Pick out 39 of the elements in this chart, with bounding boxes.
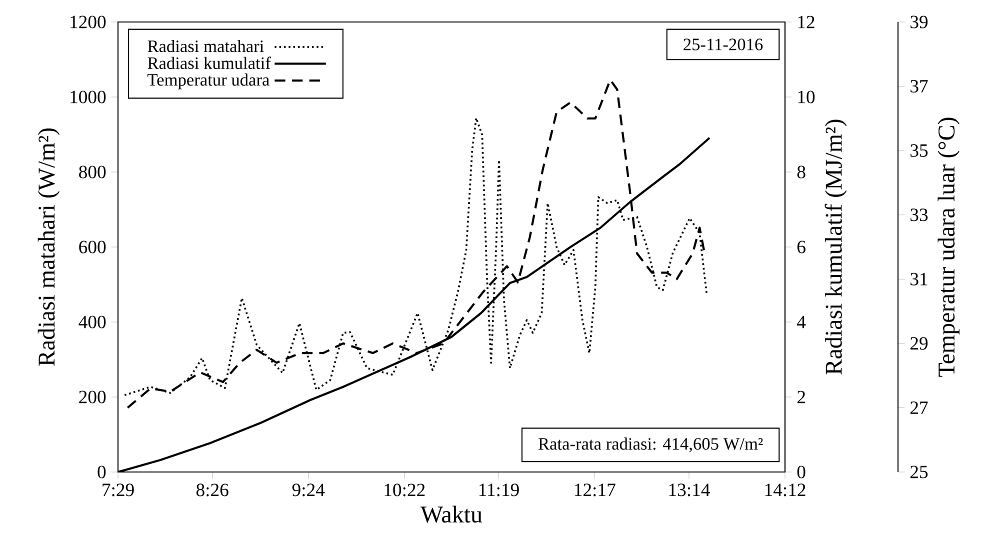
y3-tick-label: 39 [910, 16, 928, 28]
y-tick-label: 1200 [70, 16, 106, 28]
y2-axis-title: Radiasi kumulatif (MJ/m²) [824, 120, 847, 375]
y2-tick-label: 8 [797, 166, 806, 178]
y-axis-title: Radiasi matahari (W/m²) [38, 128, 60, 366]
x-tick-label: 11:19 [479, 484, 519, 496]
y3-tick-label: 25 [910, 466, 928, 478]
y-tick-label: 0 [98, 466, 106, 478]
y-tick-label: 400 [78, 316, 106, 328]
y3-tick-label: 37 [910, 80, 928, 93]
annotation: 25-11-2016 [684, 38, 763, 50]
x-tick-label: 9:24 [292, 484, 325, 496]
y-tick-label: 600 [79, 240, 106, 254]
x-tick-label: 12:17 [575, 484, 616, 496]
x-tick-label: 7:29 [102, 484, 134, 496]
y2-tick-label: 2 [797, 390, 805, 404]
x-axis-title: Waktu [420, 506, 482, 523]
y-tick-label: 800 [79, 166, 106, 178]
y3-tick-label: 27 [910, 402, 928, 414]
y3-tick-label: 31 [910, 272, 928, 286]
y3-tick-label: 29 [910, 337, 928, 350]
y-tick-label: 1000 [70, 90, 106, 104]
legend-label: Radiasi matahari [148, 40, 264, 52]
y2-tick-label: 10 [798, 90, 815, 104]
x-tick-label: 10:22 [384, 484, 425, 496]
x-tick-label: 14:12 [765, 484, 806, 496]
legend-label: Temperatur udara [148, 74, 270, 90]
y2-tick-label: 12 [798, 16, 814, 28]
y3-tick-label: 35 [910, 144, 928, 157]
annotation: Rata-rata radiasi: 414,605 W/m² [538, 438, 763, 452]
legend-label: Radiasi kumulatif [148, 56, 271, 70]
y2-tick-label: 0 [797, 466, 806, 478]
x-tick-label: 13:14 [669, 484, 710, 496]
y3-axis-title: Temperatur udara luar (°C) [938, 118, 960, 377]
y2-tick-label: 4 [797, 316, 806, 328]
y-tick-label: 200 [79, 390, 106, 404]
x-tick-label: 8:26 [196, 484, 228, 496]
y3-tick-label: 33 [910, 208, 928, 222]
y2-tick-label: 6 [797, 240, 806, 254]
